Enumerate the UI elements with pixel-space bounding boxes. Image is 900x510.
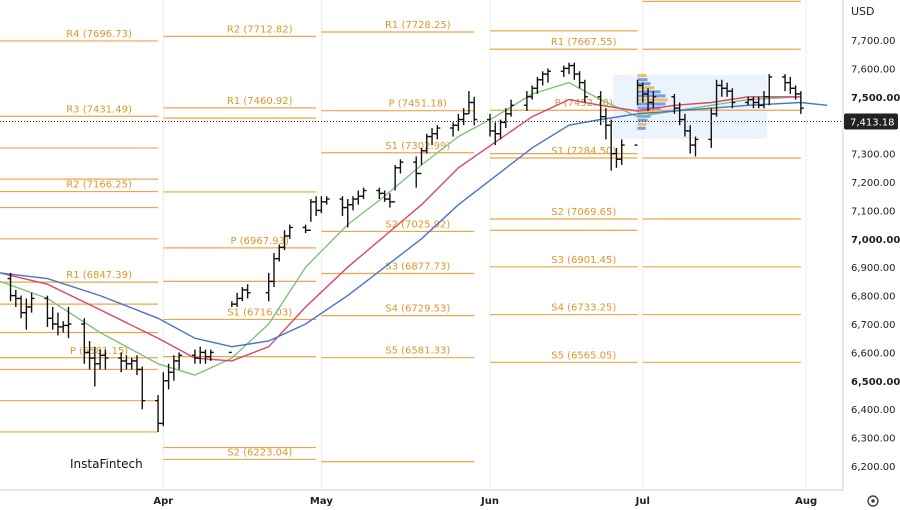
ohlc-bar [139, 366, 146, 410]
volume-profile-bar [637, 102, 666, 106]
watermark-bg [63, 444, 143, 480]
ohlc-bar [434, 125, 441, 140]
ohlc-bars [7, 62, 804, 432]
ohlc-bar [323, 196, 330, 205]
ohlc-bar [28, 292, 35, 313]
y-tick-label: 6,800.00 [851, 292, 896, 303]
ohlc-bar [397, 159, 404, 174]
pivot-label: S2 (7025.92) [385, 219, 450, 230]
y-tick-label: 6,600.00 [851, 348, 896, 359]
y-tick-label: 7,000.00 [851, 235, 900, 246]
ohlc-bar [286, 224, 293, 239]
y-tick-label: 7,100.00 [851, 206, 896, 217]
pivot-label: S1 (6716.03) [227, 307, 292, 318]
ohlc-bar [471, 96, 478, 126]
pivot-label: R2 (7712.82) [227, 24, 293, 35]
pivot-label: P (6967.93) [231, 236, 289, 247]
watermark-box: InstaFintech [63, 444, 143, 480]
y-tick-label: 6,700.00 [851, 320, 896, 331]
pivot-label: R1 (7460.92) [227, 96, 293, 107]
volume-profile-bar [637, 118, 648, 122]
moving-average-line [0, 96, 801, 362]
currency-label: USD [851, 5, 875, 18]
pivot-label: R4 (7696.73) [66, 29, 132, 40]
pivot-label: R2 (7166.25) [66, 180, 132, 191]
x-tick-label: Apr [153, 496, 173, 507]
x-axis: Apr May Jun Jul Aug [153, 496, 817, 507]
current-price-value: 7,413.18 [850, 117, 895, 128]
volume-profile-bar [637, 74, 647, 78]
moving-average-line [0, 101, 828, 348]
pivot-label: R1 (7667.55) [551, 37, 617, 48]
volume-profile-bar [637, 82, 651, 86]
ohlc-bar [207, 349, 214, 361]
volume-profile-bar [637, 126, 646, 130]
volume-profile-bar [637, 94, 666, 98]
volume-profile-bar [637, 90, 661, 94]
volume-profile [637, 74, 668, 130]
moving-averages [0, 81, 828, 376]
volume-profile-bar [637, 78, 648, 82]
volume-profile-bar [637, 110, 655, 114]
ohlc-bar [102, 349, 109, 370]
volume-profile-bar [637, 98, 668, 102]
x-tick-label: Jun [480, 496, 499, 507]
pivot-label: R1 (6847.39) [66, 270, 132, 281]
pivot-label: S4 (6729.53) [385, 304, 450, 315]
pivot-label: S2 (6223.04) [227, 447, 292, 458]
volume-profile-bar [637, 122, 647, 126]
ohlc-bar [176, 352, 183, 370]
ohlc-bar [729, 88, 736, 109]
ohlc-bar [766, 74, 773, 106]
ohlc-bar [618, 139, 625, 165]
pivot-label: S2 (7069.65) [551, 207, 616, 218]
y-tick-label: 7,700.00 [851, 36, 896, 47]
ohlc-bar [797, 91, 804, 114]
pivot-label: S1 (7302.99) [385, 141, 450, 152]
y-tick-label: 6,300.00 [851, 434, 896, 445]
y-tick-label: 6,900.00 [851, 263, 896, 274]
pivot-label: S3 (6877.73) [385, 262, 450, 273]
x-tick-label: May [310, 496, 333, 507]
pivot-label: S4 (6733.25) [551, 303, 616, 314]
volume-profile-bar [637, 106, 661, 110]
ohlc-bar [692, 136, 699, 157]
y-tick-label: 6,500.00 [851, 377, 900, 388]
ohlc-bar [650, 91, 657, 109]
x-tick-label: Jul [635, 496, 650, 507]
ohlc-bar [65, 306, 72, 339]
pivot-levels: R4 (7696.73) R3 (7431.49) R2 (7166.25) R1 (… [0, 0, 801, 463]
volume-profile-bar [637, 86, 655, 90]
pivot-label: P (7452.70) [555, 98, 613, 109]
y-tick-label: 7,200.00 [851, 178, 896, 189]
y-tick-label: 7,600.00 [851, 64, 896, 75]
pivot-label: S5 (6581.33) [385, 346, 450, 357]
pivot-label: S3 (6901.45) [551, 255, 616, 266]
ohlc-bar [360, 187, 367, 200]
pivot-label: R3 (7431.49) [66, 104, 132, 115]
y-tick-label: 6,400.00 [851, 405, 896, 416]
ohlc-bar [508, 99, 515, 117]
pivot-label: S5 (6565.05) [551, 350, 616, 361]
gear-icon[interactable] [867, 495, 879, 507]
pivot-label: P (6581.15) [70, 346, 128, 357]
ohlc-bar [581, 79, 588, 103]
current-price-badge-bg [844, 113, 898, 130]
moving-average-line [0, 81, 801, 376]
pivot-label: P (7451.18) [389, 99, 447, 110]
watermark: InstaFintech [70, 457, 143, 471]
pivot-label: S1 (7284.50) [551, 146, 616, 157]
ohlc-bar [544, 68, 551, 83]
x-tick-label: Aug [795, 496, 817, 507]
y-axis: 7,700.00 7,600.00 7,500.00 7,300.00 7,200.00… [851, 36, 900, 473]
y-tick-label: 7,300.00 [851, 150, 896, 161]
pivot-label: R1 (7728.25) [385, 20, 451, 31]
y-tick-label: 7,500.00 [851, 93, 900, 104]
current-price-badge: 7,413.18 [844, 113, 898, 130]
ohlc-bar [244, 284, 251, 299]
y-tick-label: 6,200.00 [851, 462, 896, 473]
